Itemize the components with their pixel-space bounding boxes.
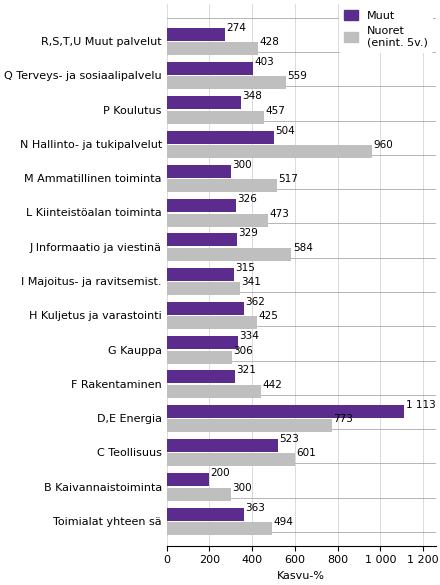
Bar [167, 28, 225, 41]
Bar [167, 405, 404, 418]
Bar [167, 419, 332, 432]
Text: 341: 341 [241, 277, 260, 287]
Text: 329: 329 [238, 228, 258, 239]
Bar [167, 488, 231, 501]
Bar [167, 336, 238, 349]
Text: 334: 334 [239, 331, 259, 341]
Bar [167, 473, 209, 486]
Text: 306: 306 [233, 346, 253, 356]
Bar [167, 453, 295, 466]
Bar [167, 268, 234, 281]
Text: 274: 274 [227, 23, 246, 33]
Text: 442: 442 [262, 380, 282, 390]
Text: 300: 300 [232, 483, 252, 493]
Bar [167, 77, 286, 90]
Text: 348: 348 [242, 91, 262, 101]
Text: 362: 362 [245, 297, 265, 307]
Text: 584: 584 [293, 243, 312, 253]
Text: 425: 425 [259, 311, 279, 321]
Text: 773: 773 [333, 414, 353, 424]
X-axis label: Kasvu-%: Kasvu-% [277, 571, 325, 581]
Text: 473: 473 [269, 208, 289, 219]
Bar [167, 165, 231, 178]
Bar [167, 248, 291, 261]
Bar [167, 130, 274, 144]
Text: 200: 200 [211, 468, 230, 479]
Text: 504: 504 [275, 126, 295, 136]
Text: 321: 321 [237, 366, 257, 376]
Text: 960: 960 [373, 140, 393, 150]
Legend: Muut, Nuoret
(enint. 5v.): Muut, Nuoret (enint. 5v.) [339, 4, 433, 53]
Text: 300: 300 [232, 160, 252, 170]
Bar [167, 179, 277, 192]
Text: 601: 601 [296, 448, 316, 459]
Bar [167, 111, 264, 124]
Bar [167, 233, 237, 246]
Bar [167, 370, 235, 384]
Bar [167, 439, 279, 452]
Bar [167, 316, 257, 329]
Bar [167, 350, 232, 364]
Text: 403: 403 [254, 57, 274, 67]
Bar [167, 97, 241, 109]
Text: 363: 363 [246, 503, 265, 512]
Bar [167, 282, 239, 295]
Bar [167, 385, 261, 398]
Text: 517: 517 [279, 174, 298, 184]
Bar [167, 302, 244, 315]
Bar [167, 214, 268, 226]
Text: 523: 523 [280, 434, 300, 444]
Bar [167, 145, 372, 158]
Bar [167, 42, 258, 55]
Bar [167, 199, 236, 212]
Text: 428: 428 [259, 37, 279, 47]
Text: 559: 559 [287, 71, 307, 81]
Text: 1 113: 1 113 [406, 400, 436, 409]
Bar [167, 522, 272, 535]
Bar [167, 62, 253, 75]
Bar [167, 508, 244, 521]
Text: 494: 494 [274, 517, 293, 527]
Text: 326: 326 [238, 194, 257, 204]
Text: 457: 457 [266, 106, 286, 116]
Text: 315: 315 [235, 263, 255, 273]
